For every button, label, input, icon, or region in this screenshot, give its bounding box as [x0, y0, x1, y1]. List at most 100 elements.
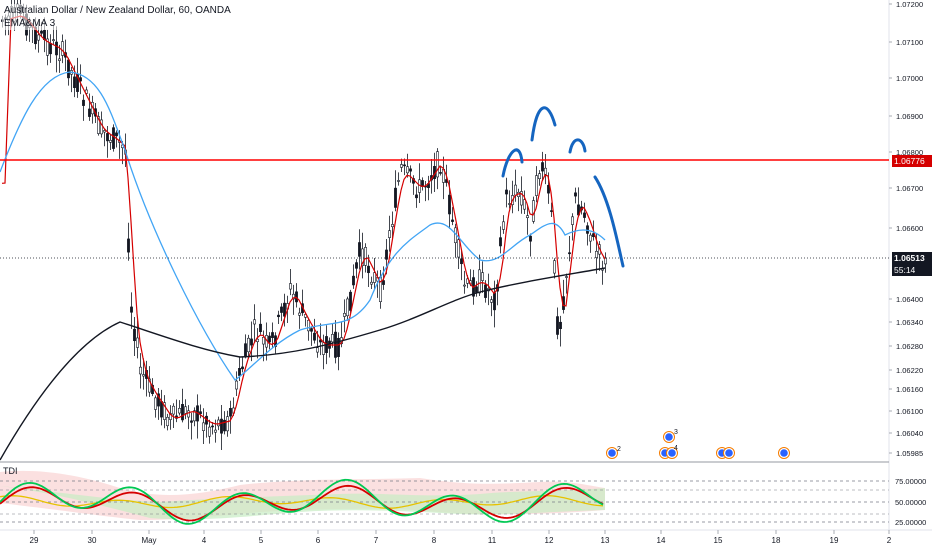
candle-body: [583, 212, 586, 218]
candle-body: [184, 406, 187, 414]
candle-body: [106, 133, 109, 142]
candle-body: [349, 291, 352, 311]
candle-body: [253, 319, 256, 325]
candle-body: [568, 252, 571, 255]
candle-body: [235, 380, 238, 390]
candle-body: [478, 269, 481, 294]
candle-body: [460, 258, 463, 265]
tdi-band-lower: [0, 486, 605, 520]
candle-body: [463, 284, 466, 287]
candle-body: [247, 337, 250, 353]
time-tick-label: 15: [714, 536, 723, 545]
moving-averages[interactable]: [0, 15, 606, 461]
time-tick-label: 30: [88, 536, 97, 545]
price-tick-label: 1.05985: [896, 449, 923, 458]
ma-black-line[interactable]: [0, 267, 606, 461]
candle-body: [37, 34, 40, 41]
left-shoulder-arc[interactable]: [501, 148, 524, 178]
decline-arrow-line[interactable]: [593, 175, 625, 268]
time-tick-label: 19: [830, 536, 839, 545]
candle-body: [148, 378, 151, 393]
price-axis[interactable]: 1.07200 1.07100 1.07000 1.06900 1.06800 1.067…: [889, 0, 923, 458]
candle-body: [559, 321, 562, 330]
event-badge[interactable]: [663, 431, 675, 443]
tdi-rsi-line: [0, 478, 604, 525]
candle-body: [397, 180, 400, 182]
candle-body: [298, 312, 301, 316]
event-badge[interactable]: [723, 447, 735, 459]
candle-body: [199, 411, 202, 414]
price-tick-label: 1.06340: [896, 318, 923, 327]
candle-body: [40, 30, 43, 34]
candle-body: [181, 404, 184, 421]
time-tick-label: May: [141, 536, 156, 545]
right-shoulder-arc[interactable]: [568, 138, 587, 154]
candle-body: [133, 328, 136, 342]
price-tick-label: 1.06600: [896, 224, 923, 233]
candle-body: [346, 298, 349, 317]
candle-body: [58, 58, 61, 61]
tdi-title[interactable]: TDI: [3, 466, 18, 476]
candle-body: [244, 343, 247, 357]
candle-body: [268, 335, 271, 343]
candle-body: [436, 151, 439, 178]
candle-body: [157, 393, 160, 407]
candle-body: [352, 275, 355, 286]
bar-countdown-tag: 55:14: [892, 264, 932, 276]
head-shoulders-drawing[interactable]: [501, 106, 625, 268]
candle-body: [514, 184, 517, 196]
event-badge-count: 3: [674, 429, 678, 436]
price-tick-label: 1.06800: [896, 148, 923, 157]
event-badge[interactable]: [606, 447, 618, 459]
candle-body: [529, 235, 532, 242]
candle-body: [556, 316, 559, 335]
event-badge[interactable]: [778, 447, 790, 459]
candle-body: [526, 215, 529, 219]
event-badges[interactable]: 2 3 4: [606, 429, 790, 459]
ema-fast-line[interactable]: [1, 15, 606, 425]
event-badge-count: 4: [674, 445, 678, 452]
candle-body: [169, 413, 172, 420]
candle-body: [292, 293, 295, 300]
candle-body: [565, 276, 568, 278]
candle-body: [79, 77, 82, 82]
candle-body: [160, 401, 163, 418]
candle-body: [211, 425, 214, 428]
time-axis[interactable]: 29 30 May 4 5 6 7 8 11 12 13 14 15 18 19 2: [30, 530, 892, 545]
tdi-tick-label: 25.00000: [895, 518, 926, 527]
time-tick-label: 13: [601, 536, 610, 545]
candlestick-series[interactable]: [1, 0, 607, 451]
current-price-tag: 1.06513: [892, 252, 932, 264]
candle-body: [523, 199, 526, 210]
price-tick-label: 1.06100: [896, 407, 923, 416]
event-badge[interactable]: [666, 447, 678, 459]
candle-body: [388, 230, 391, 238]
candle-body: [217, 419, 220, 427]
candle-body: [400, 164, 403, 168]
price-tick-label: 1.06160: [896, 385, 923, 394]
candle-body: [451, 219, 454, 222]
candle-body: [103, 130, 106, 133]
symbol-title[interactable]: Australian Dollar / New Zealand Dollar, …: [4, 5, 231, 16]
candle-body: [109, 139, 112, 143]
price-tick-label: 1.07000: [896, 74, 923, 83]
time-tick-label: 18: [772, 536, 781, 545]
head-arc[interactable]: [530, 106, 557, 142]
candle-body: [115, 132, 118, 137]
candle-body: [283, 302, 286, 317]
chart-legend[interactable]: Australian Dollar / New Zealand Dollar, …: [2, 4, 233, 30]
time-tick-label: 5: [259, 536, 264, 545]
candle-body: [538, 173, 541, 180]
candle-body: [394, 187, 397, 208]
tdi-pane[interactable]: 75.00000 50.00000 25.00000: [0, 470, 926, 527]
candle-body: [262, 337, 265, 345]
candle-body: [226, 416, 229, 432]
indicator-title[interactable]: EMA&MA 3: [4, 18, 56, 29]
ma-blue-line[interactable]: [0, 71, 606, 381]
candle-body: [457, 239, 460, 258]
candle-body: [220, 418, 223, 434]
candle-body: [172, 405, 175, 415]
candle-body: [280, 306, 283, 313]
